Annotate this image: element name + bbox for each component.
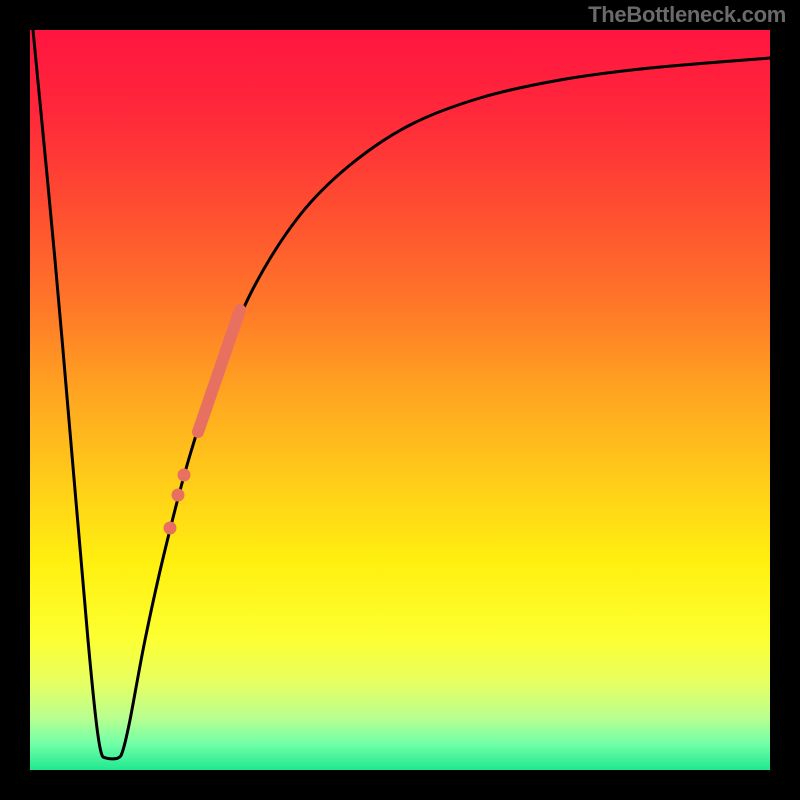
highlight-dot <box>164 522 177 535</box>
chart-border-left <box>0 0 30 800</box>
bottleneck-curve-chart <box>0 0 800 800</box>
chart-border-right <box>770 0 800 800</box>
watermark-text: TheBottleneck.com <box>588 2 786 28</box>
chart-border-bottom <box>0 770 800 800</box>
highlight-dot <box>172 489 185 502</box>
highlight-dot <box>178 469 191 482</box>
chart-container: TheBottleneck.com <box>0 0 800 800</box>
